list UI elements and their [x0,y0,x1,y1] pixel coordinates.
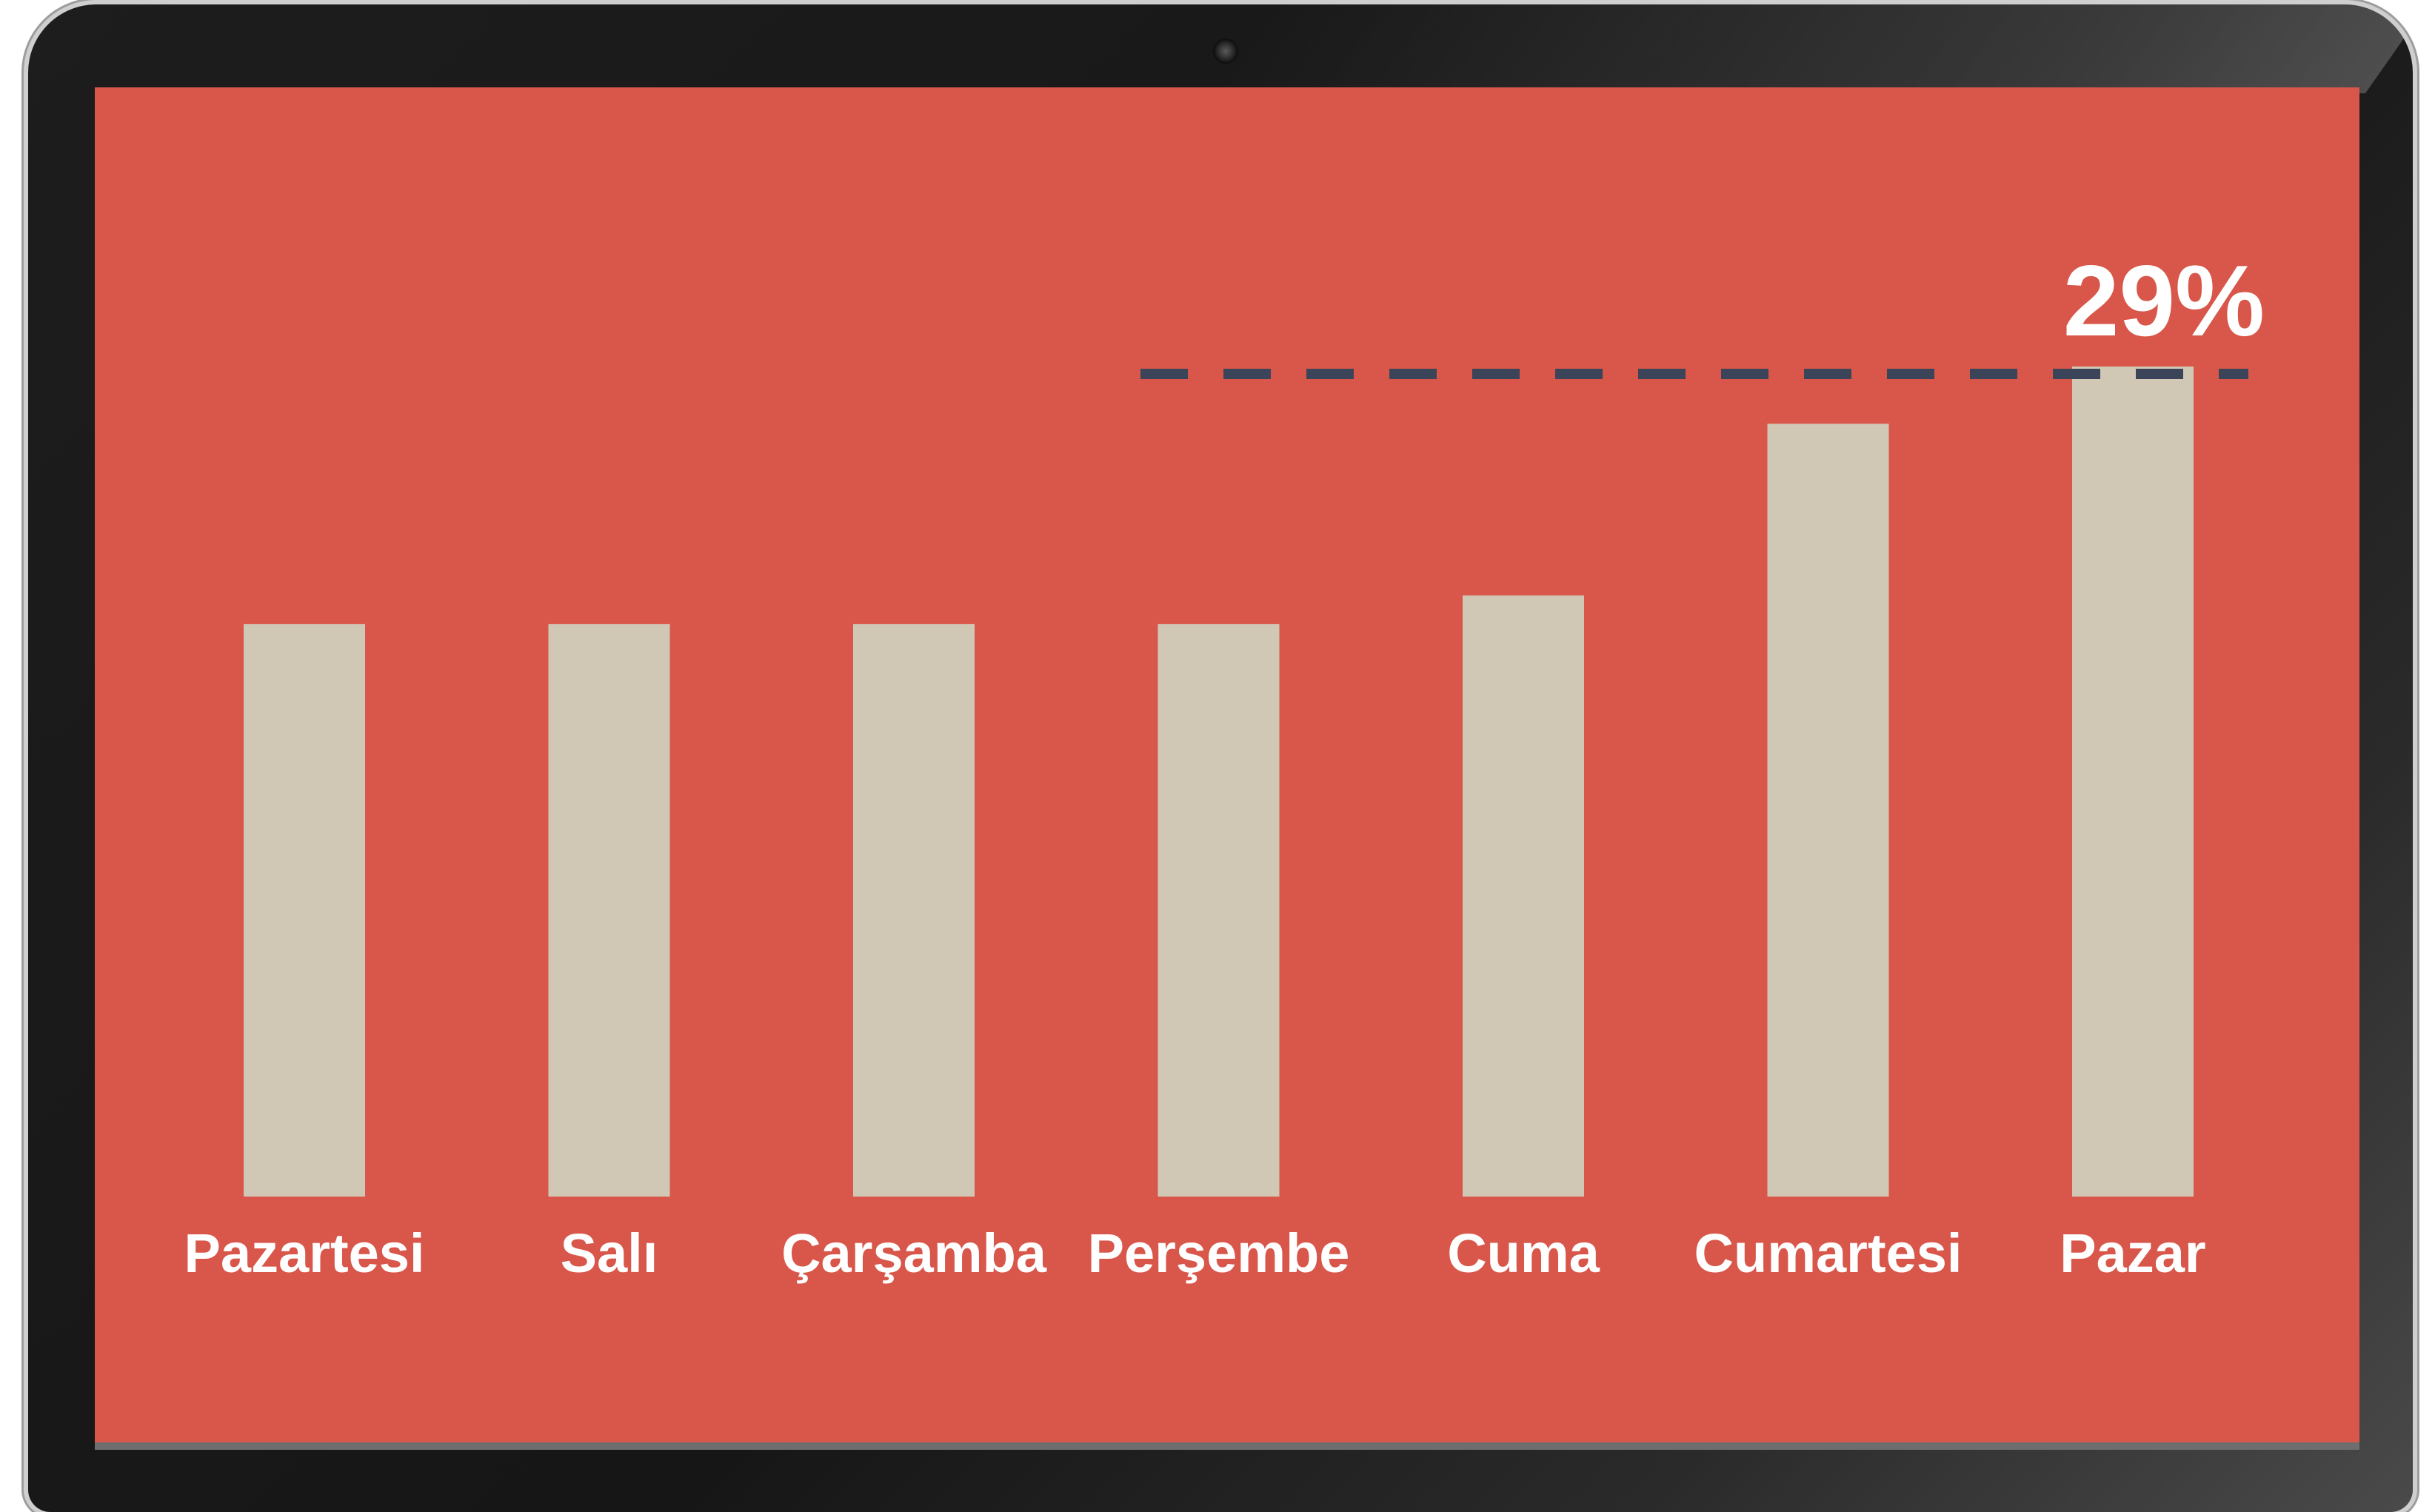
bar-5 [1463,595,1584,1197]
category-label-1: Pazartesi [184,1222,425,1284]
bars-group [244,367,2194,1197]
category-labels-group: Pazartesi Salı Çarşamba Perşembe Cuma Cumarte… [184,1222,2206,1284]
tablet-frame: Pazartesi Salı Çarşamba Perşembe Cuma Cumarte… [28,4,2413,1512]
annotation-label: 29% [2063,244,2265,357]
screen: Pazartesi Salı Çarşamba Perşembe Cuma Cumarte… [95,87,2359,1450]
bar-1 [244,623,365,1197]
category-label-2: Salı [561,1222,658,1284]
category-label-6: Cumartesi [1694,1222,1963,1284]
frame-glare [1209,4,2413,93]
bar-7 [2072,367,2194,1197]
bar-3 [853,623,975,1197]
bar-4 [1158,623,1280,1197]
category-label-7: Pazar [2060,1222,2205,1284]
category-label-4: Perşembe [1088,1222,1350,1284]
camera-icon [1213,39,1238,64]
category-label-5: Cuma [1447,1222,1600,1284]
bar-6 [1767,424,1889,1197]
bar-2 [548,623,670,1197]
category-label-3: Çarşamba [781,1222,1047,1284]
bar-chart: Pazartesi Salı Çarşamba Perşembe Cuma Cumarte… [184,244,2265,1284]
